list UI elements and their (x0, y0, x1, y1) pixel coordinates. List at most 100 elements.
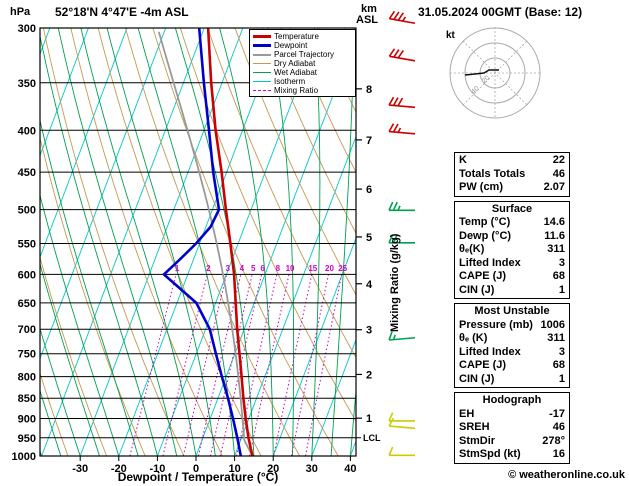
svg-text:5: 5 (251, 264, 256, 273)
panel-row-label: EH (459, 407, 475, 420)
panel-section-header: Hodograph (482, 394, 542, 406)
svg-text:6: 6 (366, 184, 372, 196)
wind-barb (388, 331, 416, 341)
panel-row-value: 1 (558, 283, 565, 296)
legend-item: Dry Adiabat (253, 59, 355, 68)
legend-item: Mixing Ratio (253, 86, 355, 95)
svg-text:20: 20 (267, 463, 279, 475)
panel-row-value: 3 (558, 345, 565, 358)
panel-row-label: Lifted Index (459, 256, 521, 269)
svg-text:850: 850 (18, 393, 36, 405)
svg-text:5: 5 (366, 232, 372, 244)
svg-text:300: 300 (18, 23, 36, 35)
wind-barb (388, 96, 416, 109)
panel-row-value: 68 (552, 270, 565, 282)
legend-item-label: Dewpoint (274, 41, 308, 50)
panel-row-value: 311 (547, 332, 565, 344)
svg-text:2: 2 (206, 264, 211, 273)
skewt-chart: 3003504004505005506006507007508008509009… (12, 10, 416, 475)
panel-row-value: 46 (552, 421, 565, 433)
legend-item-label: Parcel Trajectory (274, 50, 335, 59)
panel-section: Most Unstable Pressure (mb) 1006 θₑ (K) 311 L… (454, 303, 570, 388)
legend-item-label: Isotherm (274, 77, 306, 86)
panel-section-header: Most Unstable (474, 305, 550, 317)
panel-section: Hodograph EH -17 SREH 46 StmDir 278° StmSpd (kt… (454, 392, 570, 464)
panel-row-value: 278° (542, 434, 565, 447)
legend-line-sample (253, 63, 271, 64)
legend-line-sample (253, 81, 271, 82)
svg-text:750: 750 (18, 349, 36, 361)
panel-row-value: 2.07 (543, 181, 565, 193)
panel-row-value: 311 (547, 243, 565, 255)
asl-axis-label: ASL (356, 14, 378, 26)
svg-text:550: 550 (18, 238, 36, 250)
legend-item: Isotherm (253, 77, 355, 86)
svg-text:350: 350 (18, 78, 36, 90)
svg-text:400: 400 (18, 125, 36, 137)
panel-row-label: Lifted Index (459, 345, 521, 358)
svg-text:600: 600 (18, 269, 36, 281)
legend-item-label: Wet Adiabat (274, 68, 317, 77)
svg-text:10: 10 (228, 463, 240, 475)
svg-text:25: 25 (338, 264, 347, 273)
x-axis-label: Dewpoint / Temperature (°C) (117, 470, 279, 484)
panel-section: K 22 Totals Totals 46 PW (cm) 2.07 (454, 152, 570, 197)
plot-border (39, 27, 357, 457)
legend-item-label: Temperature (274, 32, 319, 41)
pressure-axis-unit: hPa (10, 6, 31, 18)
panel-row-label: PW (cm) (459, 181, 503, 193)
legend-item: Temperature (253, 32, 355, 41)
panel-row-label: CIN (J) (459, 372, 495, 385)
panel-row-value: 22 (552, 154, 565, 166)
svg-text:1000: 1000 (12, 451, 36, 463)
svg-text:6: 6 (260, 264, 265, 273)
legend-line-sample (253, 44, 271, 47)
panel-row-label: StmSpd (kt) (459, 448, 521, 460)
svg-text:1: 1 (175, 264, 180, 273)
chart-legend: Temperature Dewpoint Parcel Trajectory Dry … (249, 29, 356, 97)
svg-text:10: 10 (286, 264, 295, 273)
wind-barb (388, 446, 415, 457)
panel-row-value: 16 (552, 448, 565, 460)
wind-barbs (388, 10, 416, 457)
svg-text:40: 40 (344, 463, 356, 475)
panel-row: CAPE (J) 68 (455, 359, 569, 373)
svg-text:LCL: LCL (363, 433, 381, 443)
panel-row-value: 14.6 (543, 216, 565, 228)
panel-section: Surface Temp (°C) 14.6 Dewp (°C) 11.6 θₑ(K) 31… (454, 200, 570, 299)
legend-line-sample (253, 35, 271, 38)
svg-text:20: 20 (481, 74, 492, 85)
svg-text:-30: -30 (72, 463, 88, 475)
panel-row: K 22 (455, 154, 569, 168)
svg-text:kt: kt (446, 30, 456, 41)
svg-text:8: 8 (366, 84, 372, 96)
legend-item: Dewpoint (253, 41, 355, 50)
dewpoint-curve (162, 28, 243, 456)
wind-barb (388, 10, 416, 25)
panel-row-label: K (459, 154, 467, 166)
svg-text:30: 30 (306, 463, 318, 475)
station-title: 52°18'N 4°47'E -4m ASL (55, 5, 189, 19)
wind-barb (388, 123, 416, 135)
svg-text:7: 7 (366, 135, 372, 147)
panel-row-label: Totals Totals (459, 167, 526, 180)
panel-row: Pressure (mb) 1006 (455, 319, 569, 333)
svg-text:15: 15 (308, 264, 317, 273)
panel-row: StmDir 278° (455, 435, 569, 449)
panel-row-value: 11.6 (544, 229, 565, 242)
legend-item: Parcel Trajectory (253, 50, 355, 59)
panel-row-value: 1006 (540, 318, 565, 331)
panel-row-label: CAPE (J) (459, 359, 507, 371)
legend-line-sample (253, 90, 271, 91)
svg-text:4: 4 (366, 279, 373, 291)
wind-barb (388, 48, 416, 62)
panel-row-value: 68 (552, 359, 565, 371)
panel-row-label: θₑ (K) (459, 332, 488, 344)
panel-row: Lifted Index 3 (455, 346, 569, 360)
wind-barb (388, 417, 416, 430)
panel-row: SREH 46 (455, 421, 569, 435)
legend-item-label: Dry Adiabat (274, 59, 316, 68)
panel-row: CIN (J) 1 (455, 284, 569, 298)
